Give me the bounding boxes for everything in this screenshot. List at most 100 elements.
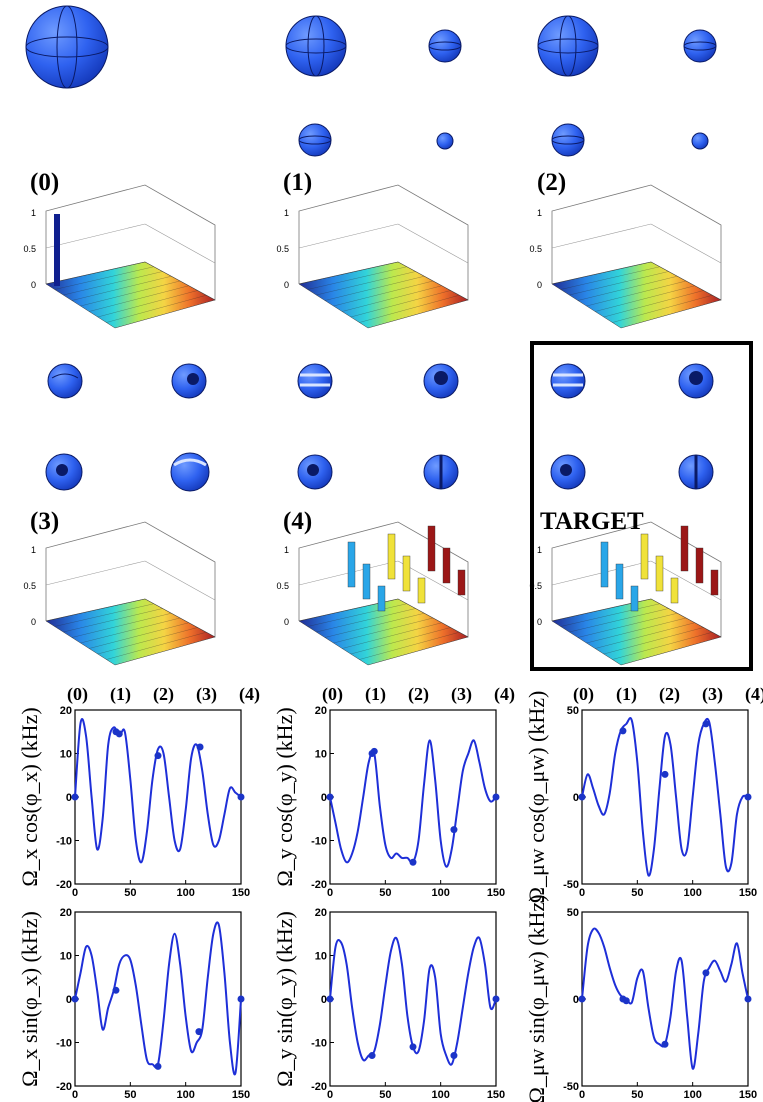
- target-population-bar: [377, 585, 386, 612]
- time-mark-label: (2): [153, 684, 174, 704]
- y-tick-label: -20: [311, 1081, 327, 1093]
- time-mark-label: (4): [494, 684, 515, 704]
- bloch-sphere: [25, 5, 109, 89]
- time-marker-point: [409, 1043, 417, 1051]
- z-tick-label: 0: [537, 617, 542, 627]
- x-tick-label: 0: [327, 1089, 333, 1101]
- time-marker-point: [370, 747, 378, 755]
- panel-label-2: (2): [537, 169, 567, 196]
- bloch-sphere: [691, 132, 709, 150]
- panel-label-3: (3): [30, 508, 60, 535]
- target-population-bar: [600, 541, 609, 588]
- y-tick-label: 0: [573, 792, 579, 804]
- y-tick-label: 0: [66, 994, 72, 1006]
- x-tick-label: 50: [631, 1089, 643, 1101]
- time-mark-label: (4): [745, 684, 763, 704]
- sphere-row-2: [298, 123, 709, 157]
- target-population-bar: [402, 555, 411, 592]
- 3d-panel: 10.50: [529, 521, 722, 666]
- time-marker-point: [237, 995, 245, 1003]
- x-tick-label: 0: [72, 887, 78, 899]
- x-tick-label: 150: [232, 887, 250, 899]
- bloch-sphere: [428, 29, 462, 63]
- time-marker-point: [237, 793, 245, 801]
- bloch-sphere: [423, 454, 459, 490]
- bloch-sphere: [298, 123, 332, 157]
- series-line: [74, 718, 242, 864]
- target-population-bar: [670, 577, 679, 604]
- x-tick-label: 50: [379, 1089, 391, 1101]
- z-tick-label: 1: [284, 208, 289, 218]
- z-tick-label: 0: [284, 280, 289, 290]
- population-surface: [551, 598, 722, 666]
- bloch-sphere: [436, 132, 454, 150]
- y-tick-label: 10: [60, 951, 72, 963]
- z-tick-label: 0.5: [529, 244, 542, 254]
- time-mark-label: (3): [451, 684, 472, 704]
- time-mark-label: (0): [67, 684, 88, 704]
- bloch-sphere: [678, 454, 714, 490]
- y-tick-label: -10: [311, 836, 327, 848]
- x-tick-label: 150: [232, 1089, 250, 1101]
- panel-label-4: (4): [283, 508, 313, 535]
- population-surface: [45, 598, 216, 666]
- target-population-bar: [630, 585, 639, 612]
- bloch-sphere: [537, 15, 599, 77]
- y-tick-label: -50: [563, 1081, 579, 1093]
- x-tick-label: 50: [124, 1089, 136, 1101]
- time-marker-point: [450, 826, 458, 834]
- y-tick-label: 10: [315, 951, 327, 963]
- time-marker-point: [744, 793, 752, 801]
- target-population-bar: [417, 577, 426, 604]
- x-axis-label: Time (μs): [370, 1099, 456, 1102]
- time-marker-point: [154, 752, 162, 760]
- y-axis-label: Ω_x cos(φ_x) (kHz): [17, 707, 42, 886]
- x-tick-label: 150: [487, 887, 505, 899]
- target-population-bar: [615, 563, 624, 600]
- target-population-bar: [362, 563, 371, 600]
- y-tick-label: 10: [315, 749, 327, 761]
- time-mark-label: (4): [239, 684, 260, 704]
- x-tick-label: 0: [579, 887, 585, 899]
- bloch-sphere: [678, 363, 714, 399]
- x-tick-label: 50: [379, 887, 391, 899]
- y-tick-label: 0: [321, 792, 327, 804]
- y-axis-label: Ω_μw cos(φ_μw) (kHz): [524, 691, 549, 904]
- population-surface: [45, 261, 216, 329]
- sphere-row-4: [45, 452, 714, 492]
- time-marker-point: [450, 1052, 458, 1060]
- time-marker-point: [702, 969, 710, 977]
- time-mark-label: (0): [322, 684, 343, 704]
- x-tick-label: 50: [124, 887, 136, 899]
- target-population-bar: [347, 541, 356, 588]
- z-tick-label: 0: [31, 617, 36, 627]
- target-population-bar: [655, 555, 664, 592]
- time-mark-label: (1): [365, 684, 386, 704]
- series-line: [581, 717, 749, 877]
- time-mark-label: (0): [573, 684, 594, 704]
- x-tick-label: 0: [327, 887, 333, 899]
- x-tick-label: 150: [739, 887, 757, 899]
- time-marker-point: [578, 793, 586, 801]
- time-marker-point: [115, 730, 123, 738]
- panel-label-target: TARGET: [540, 508, 644, 535]
- target-population-bar: [695, 547, 704, 584]
- sphere-row-1: [25, 5, 717, 89]
- 3d-panel: 10.50: [23, 184, 216, 329]
- y-tick-label: 20: [315, 907, 327, 919]
- time-marker-point: [619, 727, 627, 735]
- time-mark-label: (1): [110, 684, 131, 704]
- z-tick-label: 1: [537, 545, 542, 555]
- y-tick-label: -10: [56, 836, 72, 848]
- time-marker-point: [661, 770, 669, 778]
- x-axis-label: Time (μs): [115, 1099, 201, 1102]
- y-tick-label: -20: [311, 879, 327, 891]
- y-tick-label: -10: [56, 1038, 72, 1050]
- y-axis-label: Ω_x sin(φ_x) (kHz): [17, 911, 42, 1087]
- x-tick-label: 100: [683, 887, 701, 899]
- z-tick-label: 0.5: [23, 581, 36, 591]
